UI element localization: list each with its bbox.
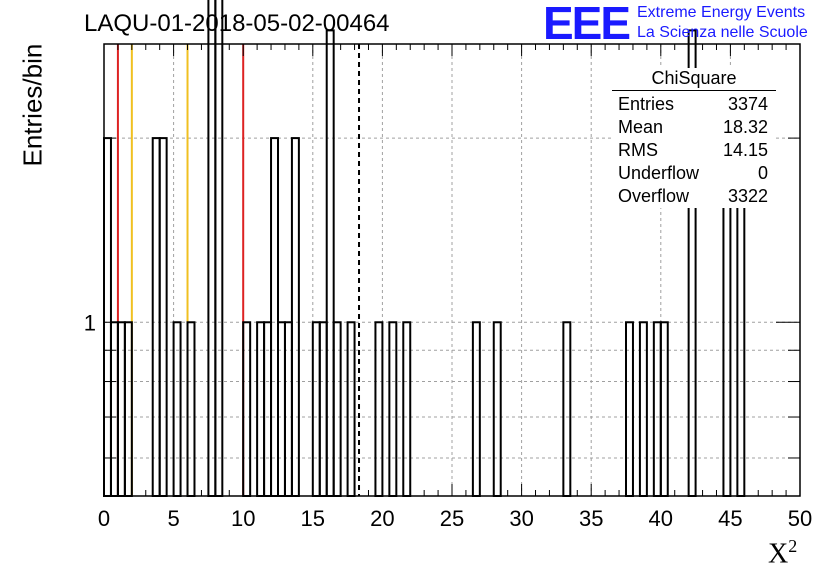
logo-mark: EEE [543,0,631,49]
x-tick-label: 45 [718,506,742,531]
histogram-bin [214,0,224,497]
logo-text-line-2: La Scienza nelle Scuole [637,24,808,41]
histogram-bin [172,321,182,497]
histogram-bin [116,321,126,497]
x-axis-label-superscript: 2 [788,536,798,556]
histogram-bin [186,321,196,497]
stats-value: 3322 [727,186,768,206]
x-tick-label: 25 [440,506,464,531]
x-tick-label: 20 [370,506,394,531]
x-tick-label: 30 [509,506,533,531]
stats-label: RMS [618,140,658,160]
histogram-bin [242,321,252,497]
stats-value: 3374 [727,94,768,114]
histogram-bin [402,321,412,497]
x-tick-label: 50 [788,506,812,531]
x-tick-label: 35 [579,506,603,531]
histogram-bin [109,321,119,497]
chart-title: LAQU-01-2018-05-02-00464 [84,10,390,37]
stats-row-overflow: Overflow 3322 [612,185,776,208]
histogram-bin [123,321,133,497]
stats-row-rms: RMS 14.15 [612,139,776,162]
stats-label: Mean [618,117,664,137]
histogram-bin [659,321,669,497]
y-axis-label: Entries/bin [17,43,48,167]
histogram-bin [325,29,335,497]
histogram-bin [277,321,286,497]
stats-label: Underflow [618,163,700,183]
logo-text-line-1: Extreme Energy Events [637,4,806,21]
stats-title: ChiSquare [612,68,776,91]
histogram-bin [374,321,384,497]
stats-row-mean: Mean 18.32 [612,116,776,139]
histogram-bin [388,321,398,497]
x-tick-label: 15 [301,506,325,531]
histogram-bin [492,321,502,497]
x-tick-label: 10 [231,506,255,531]
stats-row-entries: Entries 3374 [612,93,776,116]
histogram-bin [562,321,572,497]
histogram-bin [311,321,321,497]
histogram-bin [256,321,266,497]
y-tick-label: 1 [84,310,96,335]
stats-label: Entries [618,94,675,114]
histogram-bin [471,321,481,497]
histogram-bin [103,137,112,497]
y-axis: 1 [84,137,800,459]
histogram-bin [283,321,293,497]
stats-box: ChiSquare Entries 3374 Mean 18.32 RMS 14… [612,68,776,208]
x-tick-label: 40 [649,506,673,531]
histogram-bin [318,321,328,497]
stats-value: 14.15 [722,140,768,160]
x-tick-label: 0 [98,506,110,531]
x-axis: 0 5 10 15 20 25 30 35 40 45 50 [98,44,812,531]
stats-label: Overflow [618,186,690,206]
histogram-bin [263,321,273,497]
reference-lines [116,44,361,496]
histogram-bin [207,0,217,497]
histogram-bin [638,321,648,497]
histogram-bin [158,137,168,497]
histogram-bin [652,321,662,497]
histogram-bin [151,137,161,497]
histogram-bin [290,137,300,497]
stats-value: 0 [757,163,768,183]
histogram-bin [625,321,634,497]
histogram-bin [270,137,280,497]
grid-lines [104,44,800,496]
x-axis-label: X2 [768,536,797,570]
x-axis-label-base: X [768,538,789,570]
histogram-bin [332,321,342,497]
x-tick-label: 5 [167,506,179,531]
stats-value: 18.32 [722,117,768,137]
stats-row-underflow: Underflow 0 [612,162,776,185]
histogram-bin [346,321,356,497]
